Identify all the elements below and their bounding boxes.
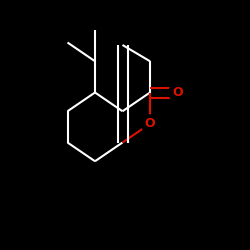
Text: O: O	[172, 86, 183, 99]
Circle shape	[169, 84, 186, 101]
Text: O: O	[145, 117, 155, 130]
Circle shape	[141, 115, 159, 132]
